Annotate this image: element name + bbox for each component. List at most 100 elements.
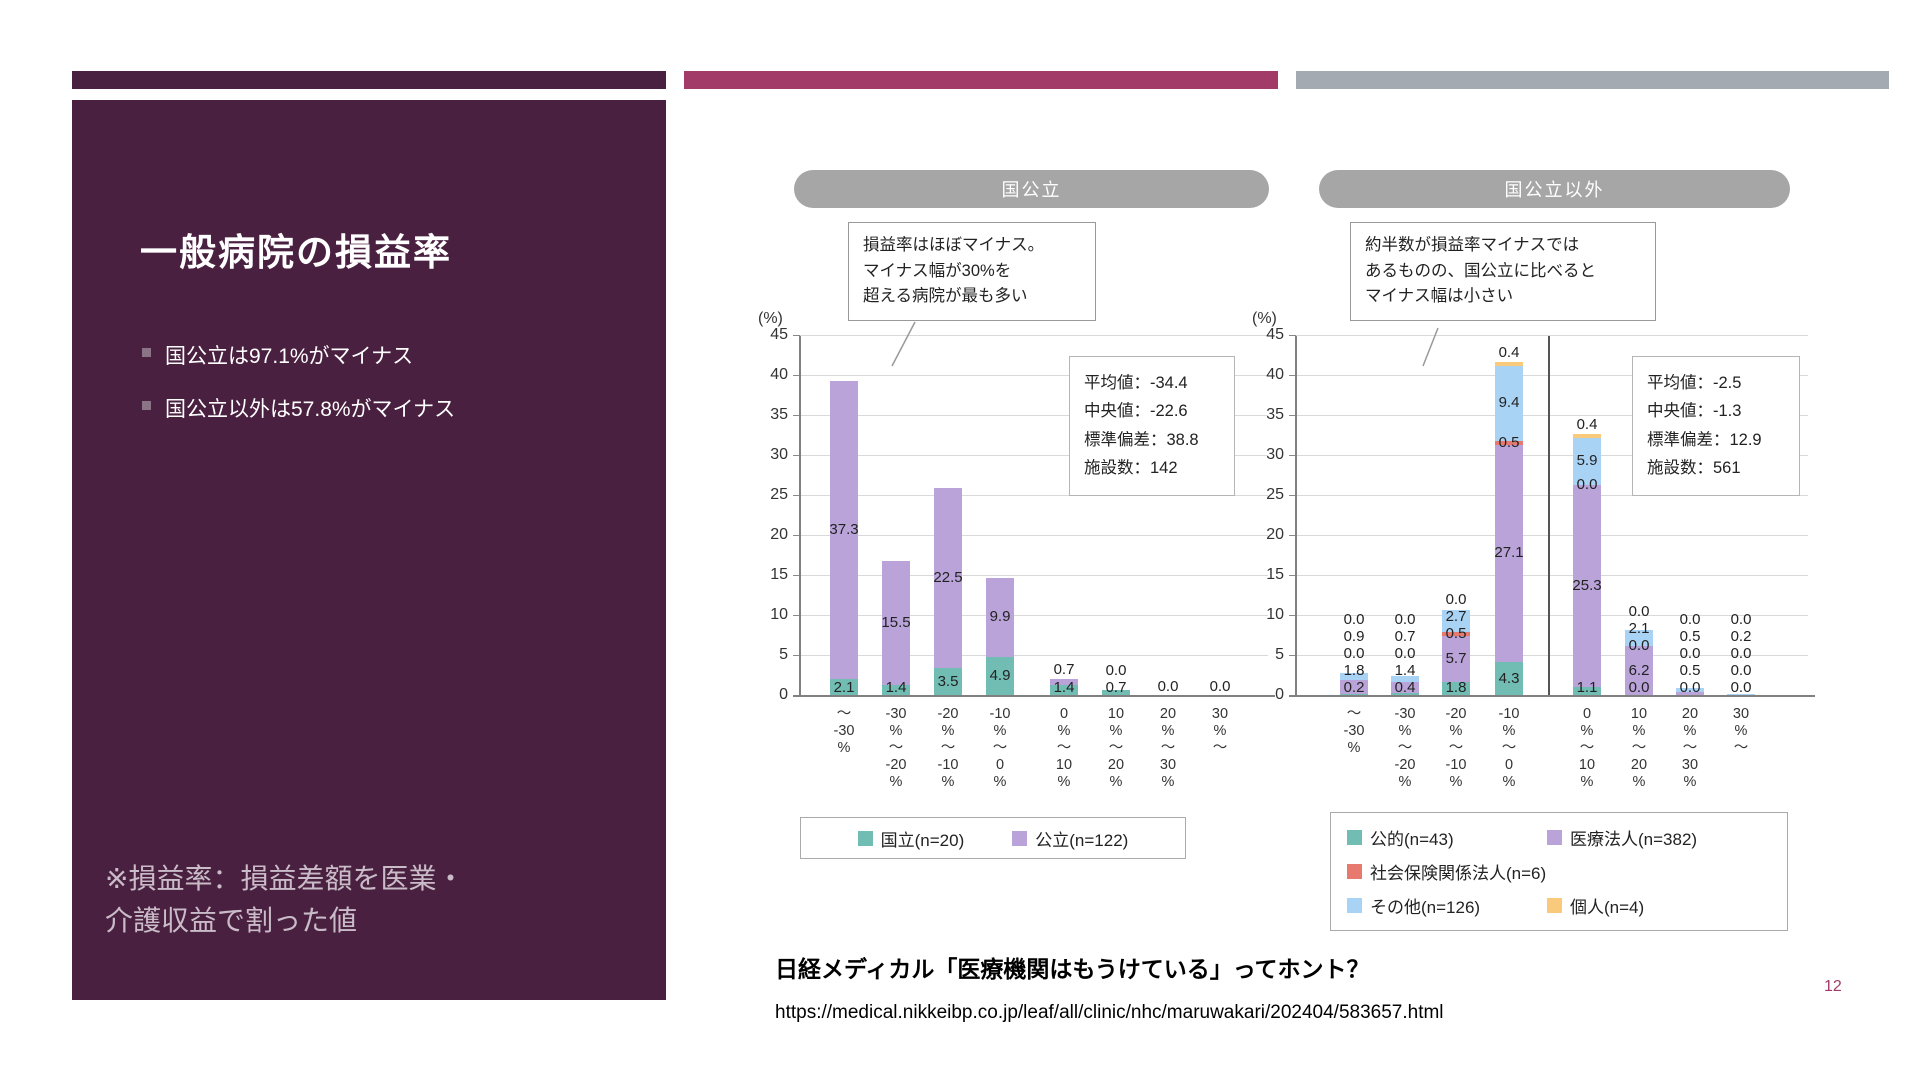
legend-label: 社会保険関係法人(n=6) bbox=[1370, 864, 1547, 883]
legend-swatch bbox=[857, 830, 873, 846]
gridline bbox=[800, 535, 1268, 536]
x-category-label: 0 % 〜 10 % bbox=[1055, 706, 1073, 790]
chart-header-nonpublic: 国公立以外 bbox=[1319, 170, 1790, 208]
y-tick-mark bbox=[793, 375, 800, 376]
bar-segment bbox=[1391, 681, 1419, 693]
legend-swatch bbox=[1347, 864, 1362, 879]
bar-chart-public: 0 5 10 15 20 25 30 35 40 45 2.1 37.3 〜 -30 % 1.4 15.5 -… bbox=[770, 326, 1275, 790]
legend-label: 国立(n=20) bbox=[880, 830, 965, 850]
bullet-text: 国公立以外は57.8%がマイナス bbox=[165, 398, 456, 421]
bar-value-label: 0.9 bbox=[1343, 628, 1365, 645]
y-axis-line bbox=[1295, 336, 1297, 696]
y-tick-label: 40 bbox=[1266, 366, 1284, 383]
x-category-label: 20 % 〜 30 % bbox=[1159, 706, 1177, 790]
legend-label: 個人(n=4) bbox=[1570, 898, 1645, 917]
y-tick-label: 5 bbox=[779, 646, 788, 663]
callout-box-nonpublic: 約半数が損益率マイナスでは あるものの、国公立に比べると マイナス幅は小さい bbox=[1350, 222, 1656, 321]
y-tick-label: 20 bbox=[1266, 526, 1284, 543]
bar-value-label: 5.9 bbox=[1576, 452, 1598, 470]
stats-line: 平均値：-2.5 bbox=[1647, 374, 1742, 392]
bar-value-label: 0.7 bbox=[1394, 628, 1416, 645]
x-category-label: 〜 -30 % bbox=[1343, 706, 1365, 756]
bar-value-label: 25.3 bbox=[1572, 577, 1602, 594]
stats-line: 施設数：142 bbox=[1084, 459, 1178, 478]
bar-value-label: 0.4 bbox=[1576, 416, 1598, 434]
x-category-label: 10 % 〜 20 % bbox=[1630, 706, 1648, 790]
bar-segment bbox=[830, 679, 858, 696]
y-tick-label: 15 bbox=[1266, 566, 1284, 583]
y-axis-unit-label: (%) bbox=[758, 310, 783, 327]
y-tick-mark bbox=[1289, 495, 1296, 496]
y-tick-mark bbox=[793, 495, 800, 496]
bar-value-label: 22.5 bbox=[933, 569, 963, 586]
bar-segment bbox=[1495, 444, 1523, 662]
bar-value-label: 9.9 bbox=[989, 608, 1011, 626]
legend-item: その他(n=126) bbox=[1347, 893, 1547, 918]
bar-value-label: 0.0 bbox=[1343, 645, 1365, 662]
zero-divider-line bbox=[1548, 336, 1550, 696]
legend-swatch bbox=[1547, 830, 1562, 845]
gridline bbox=[1296, 655, 1808, 656]
x-category-label: 30 % 〜 bbox=[1732, 706, 1750, 756]
bar-segment bbox=[1391, 676, 1419, 682]
bar-value-label: 0.7 bbox=[1053, 661, 1075, 679]
y-tick-label: 0 bbox=[1275, 686, 1284, 703]
accent-bar-gray bbox=[1296, 71, 1889, 89]
bar-segment bbox=[1442, 632, 1470, 636]
sidebar-panel: 一般病院の損益率 国公立は97.1%がマイナス 国公立以外は57.8%がマイナス… bbox=[72, 100, 666, 1000]
gridline bbox=[800, 455, 1268, 456]
bar-value-label: 27.1 bbox=[1494, 544, 1524, 562]
gridline bbox=[1296, 615, 1808, 616]
legend-item: 個人(n=4) bbox=[1547, 893, 1771, 918]
y-tick-mark bbox=[793, 415, 800, 416]
bar-segment bbox=[882, 684, 910, 696]
y-tick-mark bbox=[793, 335, 800, 336]
y-tick-mark bbox=[793, 615, 800, 616]
y-tick-label: 15 bbox=[770, 566, 788, 583]
footnote-line: 介護収益で割った値 bbox=[105, 905, 358, 936]
gridline bbox=[1296, 535, 1808, 536]
bar-segment bbox=[1495, 661, 1523, 696]
x-axis-line bbox=[1289, 695, 1815, 697]
bar-value-label: 2.7 bbox=[1445, 608, 1467, 625]
bar-segment bbox=[1442, 636, 1470, 682]
y-tick-mark bbox=[793, 655, 800, 656]
stats-line: 標準偏差：38.8 bbox=[1084, 430, 1199, 449]
bar-value-label: 1.4 bbox=[1053, 679, 1075, 696]
bar-segment bbox=[1340, 672, 1368, 680]
legend-item: 国立(n=20) bbox=[857, 826, 965, 851]
bar-value-label: 0.0 bbox=[1679, 679, 1701, 696]
bar-value-label: 0.0 bbox=[1679, 645, 1701, 662]
y-tick-label: 20 bbox=[770, 526, 788, 543]
bar-value-label: 0.0 bbox=[1730, 679, 1752, 696]
bar-segment bbox=[1625, 646, 1653, 696]
legend-label: 公立(n=122) bbox=[1035, 830, 1129, 850]
x-category-label: 20 % 〜 30 % bbox=[1681, 706, 1699, 790]
y-tick-label: 10 bbox=[1266, 606, 1284, 623]
bar-value-label: 0.0 bbox=[1628, 679, 1650, 696]
bar-value-label: 2.1 bbox=[833, 678, 855, 696]
y-tick-mark bbox=[1289, 615, 1296, 616]
bar-value-label: 0.0 bbox=[1628, 637, 1650, 655]
bar-value-label: 0.0 bbox=[1679, 611, 1701, 628]
x-category-label: -20 % 〜 -10 % bbox=[1445, 706, 1467, 790]
bar-value-label: 3.5 bbox=[937, 673, 959, 690]
y-tick-mark bbox=[793, 535, 800, 536]
legend-label: 公的(n=43) bbox=[1370, 830, 1454, 849]
bar-value-label: 1.8 bbox=[1343, 662, 1365, 679]
y-tick-mark bbox=[1289, 575, 1296, 576]
bar-segment bbox=[934, 488, 962, 668]
bullet-square-icon bbox=[142, 401, 151, 410]
legend-label: その他(n=126) bbox=[1370, 898, 1481, 917]
legend-item: 社会保険関係法人(n=6) bbox=[1347, 859, 1771, 884]
bar-value-label: 15.5 bbox=[881, 613, 911, 631]
bar-segment bbox=[830, 380, 858, 680]
chart-header-public: 国公立 bbox=[794, 170, 1269, 208]
bar-segment bbox=[1676, 692, 1704, 696]
gridline bbox=[800, 415, 1268, 416]
y-tick-label: 40 bbox=[770, 366, 788, 383]
y-tick-mark bbox=[1289, 415, 1296, 416]
stats-box-public: 平均値：-34.4 中央値：-22.6 標準偏差：38.8 施設数：142 bbox=[1069, 356, 1235, 496]
bar-segment bbox=[934, 668, 962, 696]
